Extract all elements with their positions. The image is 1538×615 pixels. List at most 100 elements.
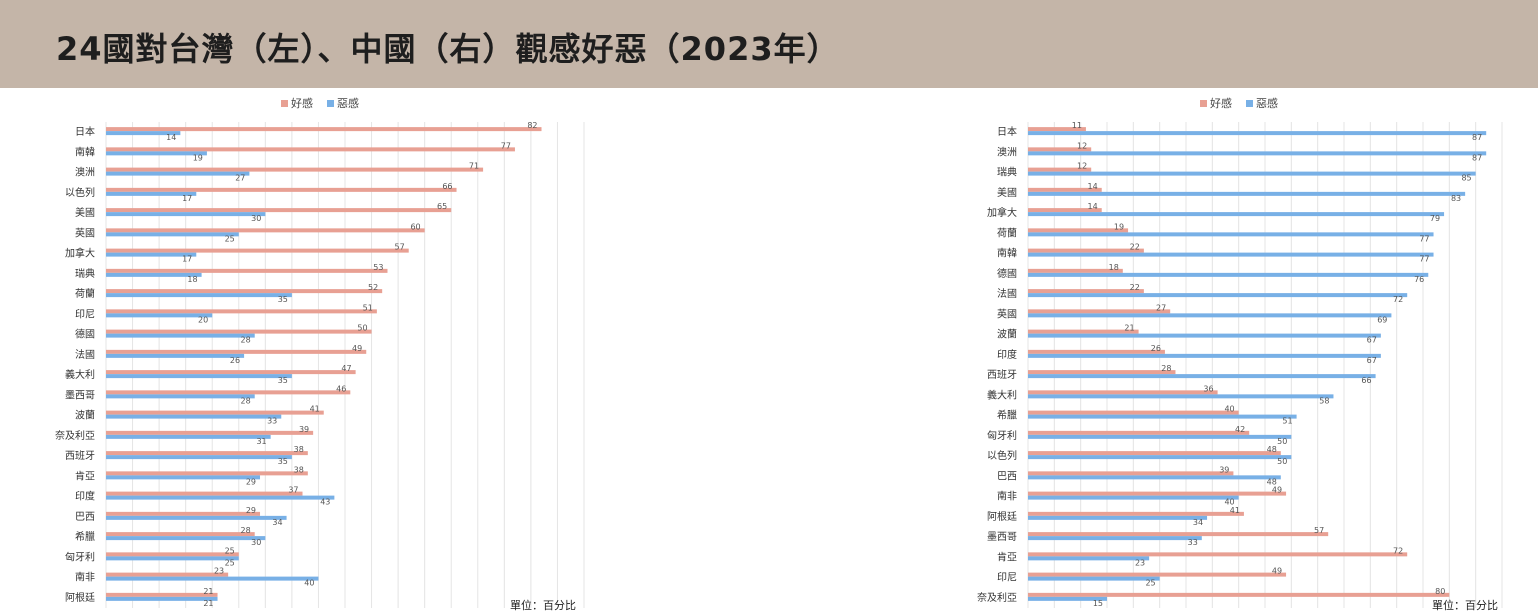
bar [106,475,261,480]
bar [106,471,308,476]
data-label: 65 [437,202,447,211]
data-label: 85 [1461,174,1471,183]
bar [1028,252,1434,257]
legend-label: 惡感 [1256,97,1278,110]
bar [106,434,271,439]
data-label: 39 [299,425,309,434]
bar [1028,333,1381,338]
category-label: 法國 [997,287,1017,300]
category-label: 阿根廷 [987,510,1017,523]
data-label: 49 [1272,567,1282,576]
bar [1028,309,1171,314]
data-label: 23 [214,567,224,576]
bar [106,451,308,456]
category-label: 匈牙利 [65,550,95,563]
category-label: 荷蘭 [997,226,1017,239]
bar [106,171,250,176]
data-label: 60 [410,222,420,231]
data-label: 53 [373,263,383,272]
category-label: 澳洲 [997,145,1017,158]
category-label: 奈及利亞 [977,591,1017,604]
category-label: 匈牙利 [987,429,1017,442]
legend-swatch [1200,100,1207,107]
data-label: 57 [1314,526,1324,535]
data-label: 49 [352,344,362,353]
data-label: 29 [246,506,256,515]
data-label: 38 [294,465,304,474]
bar [106,167,484,172]
category-label: 德國 [997,267,1017,280]
bar [1028,552,1408,557]
bar [1028,532,1329,537]
bar [106,131,181,136]
data-label: 71 [469,162,479,171]
data-label: 25 [1145,579,1155,588]
bar [106,532,255,537]
category-label: 法國 [75,348,95,361]
bar [106,228,425,233]
category-label: 美國 [75,206,95,219]
bar [1028,410,1239,415]
category-label: 日本 [997,125,1017,138]
data-label: 79 [1430,214,1440,223]
category-label: 肯亞 [997,550,1017,563]
unit-note: 單位：百分比 [510,598,576,612]
category-label: 西班牙 [65,450,95,462]
taiwan-chart: 好感 惡感 日本 82 14 南韓 77 19 澳洲 71 27 以色列 66 17 美國 65 30 英國 60 2… [0,88,769,615]
bar [106,289,383,294]
bar [1028,293,1408,298]
data-label: 42 [1235,425,1245,434]
category-label: 南非 [75,571,95,584]
data-label: 29 [246,477,256,486]
title-banner: 24國對台灣（左）、中國（右）觀感好惡（2023年） [0,0,1538,88]
category-label: 巴西 [997,470,1017,482]
bar [1028,430,1250,435]
bar [106,410,324,415]
category-label: 希臘 [997,409,1017,422]
legend-swatch [281,100,288,107]
data-label: 18 [187,275,197,284]
bar [1028,191,1466,196]
category-label: 阿根廷 [65,591,95,604]
bar [1028,232,1434,237]
data-label: 35 [278,295,288,304]
data-label: 51 [363,303,373,312]
data-label: 15 [1093,599,1103,608]
bar [1028,592,1450,597]
data-label: 77 [501,141,511,150]
bar [106,370,356,375]
data-label: 77 [1419,255,1429,264]
category-label: 以色列 [987,449,1017,462]
legend: 好感 惡感 [281,96,359,110]
legend-label: 惡感 [337,97,359,110]
bar [106,212,266,217]
bar [106,576,319,581]
bar [106,248,409,253]
data-label: 27 [235,174,245,183]
bar [106,572,229,577]
data-label: 50 [357,324,367,333]
data-label: 39 [1219,465,1229,474]
bar [106,329,372,334]
bar [106,515,287,520]
data-label: 80 [1435,587,1445,596]
data-label: 41 [310,405,320,414]
category-label: 以色列 [65,186,95,199]
data-label: 49 [1272,486,1282,495]
category-label: 印度 [75,490,95,503]
bar [1028,515,1208,520]
data-label: 40 [304,579,314,588]
bar [106,414,282,419]
data-label: 82 [527,121,537,130]
data-label: 66 [1361,376,1371,385]
category-label: 美國 [997,186,1017,199]
bar [106,491,303,496]
data-label: 51 [1282,417,1292,426]
bar [1028,572,1287,577]
data-label: 47 [341,364,351,373]
bar [106,208,452,213]
data-label: 69 [1377,315,1387,324]
bar [1028,313,1392,318]
category-label: 墨西哥 [987,531,1017,543]
bar [1028,151,1487,156]
